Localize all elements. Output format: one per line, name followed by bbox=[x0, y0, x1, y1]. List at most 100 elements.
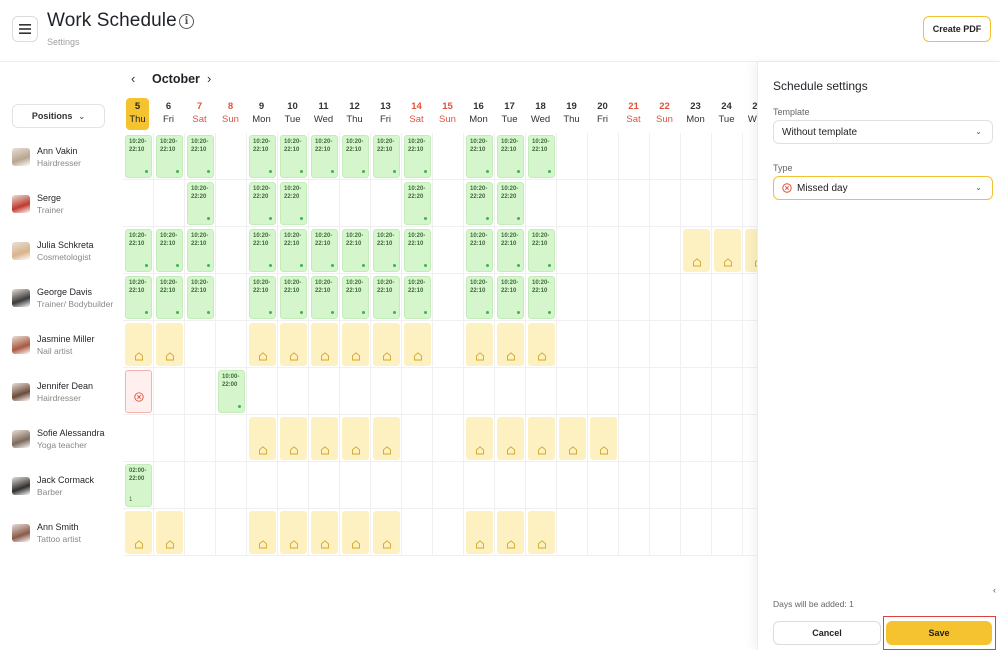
type-select[interactable]: Missed day ⌄ bbox=[773, 176, 993, 200]
day-off-cell[interactable] bbox=[249, 511, 276, 554]
grid-cell[interactable] bbox=[340, 462, 371, 509]
grid-cell[interactable] bbox=[526, 415, 557, 462]
day-off-cell[interactable] bbox=[528, 511, 555, 554]
grid-cell[interactable] bbox=[588, 368, 619, 415]
grid-cell[interactable] bbox=[433, 227, 464, 274]
grid-cell[interactable] bbox=[371, 462, 402, 509]
shift-cell[interactable]: 10:20- 22:10 bbox=[249, 135, 276, 178]
grid-cell[interactable] bbox=[526, 180, 557, 227]
shift-cell[interactable]: 10:20- 22:10 bbox=[311, 229, 338, 272]
grid-cell[interactable] bbox=[743, 227, 757, 274]
grid-cell[interactable] bbox=[588, 133, 619, 180]
day-header[interactable]: 14 Sat bbox=[405, 98, 428, 130]
shift-cell[interactable]: 10:20- 22:10 bbox=[156, 135, 183, 178]
grid-cell[interactable] bbox=[402, 509, 433, 556]
grid-cell[interactable] bbox=[433, 180, 464, 227]
grid-cell[interactable] bbox=[433, 133, 464, 180]
shift-cell[interactable]: 10:20- 22:10 bbox=[125, 135, 152, 178]
grid-cell[interactable] bbox=[278, 415, 309, 462]
day-header[interactable]: 25 Wed bbox=[746, 98, 757, 130]
grid-cell[interactable] bbox=[340, 415, 371, 462]
save-button[interactable]: Save bbox=[886, 621, 992, 645]
day-off-cell[interactable] bbox=[466, 417, 493, 460]
grid-cell[interactable] bbox=[619, 321, 650, 368]
shift-cell[interactable]: 10:20- 22:10 bbox=[528, 276, 555, 319]
grid-cell[interactable] bbox=[185, 415, 216, 462]
grid-cell[interactable] bbox=[557, 368, 588, 415]
grid-cell[interactable] bbox=[340, 227, 371, 274]
day-header[interactable]: 8 Sun bbox=[219, 98, 242, 130]
grid-cell[interactable] bbox=[340, 321, 371, 368]
grid-cell[interactable] bbox=[402, 133, 433, 180]
grid-cell[interactable] bbox=[123, 227, 154, 274]
shift-cell[interactable]: 10:20- 22:10 bbox=[156, 229, 183, 272]
grid-cell[interactable] bbox=[278, 368, 309, 415]
grid-cell[interactable] bbox=[650, 321, 681, 368]
shift-cell[interactable]: 10:20- 22:10 bbox=[311, 135, 338, 178]
grid-cell[interactable] bbox=[526, 227, 557, 274]
grid-cell[interactable] bbox=[185, 180, 216, 227]
grid-cell[interactable] bbox=[216, 462, 247, 509]
grid-cell[interactable] bbox=[681, 509, 712, 556]
day-header[interactable]: 6 Fri bbox=[157, 98, 180, 130]
shift-cell[interactable]: 10:20- 22:10 bbox=[187, 135, 214, 178]
grid-cell[interactable] bbox=[340, 180, 371, 227]
grid-cell[interactable] bbox=[123, 415, 154, 462]
grid-cell[interactable] bbox=[371, 509, 402, 556]
grid-cell[interactable] bbox=[464, 368, 495, 415]
grid-cell[interactable] bbox=[371, 274, 402, 321]
day-off-cell[interactable] bbox=[528, 417, 555, 460]
prev-month-button[interactable]: ‹ bbox=[131, 71, 136, 86]
grid-cell[interactable] bbox=[123, 462, 154, 509]
employee-row[interactable]: Ann Vakin Hairdresser bbox=[12, 133, 120, 180]
day-off-cell[interactable] bbox=[342, 323, 369, 366]
grid-cell[interactable] bbox=[681, 180, 712, 227]
grid-cell[interactable] bbox=[371, 415, 402, 462]
grid-cell[interactable] bbox=[402, 462, 433, 509]
day-off-cell[interactable] bbox=[373, 511, 400, 554]
grid-cell[interactable] bbox=[712, 133, 743, 180]
grid-cell[interactable] bbox=[247, 274, 278, 321]
grid-cell[interactable] bbox=[216, 274, 247, 321]
day-off-cell[interactable] bbox=[342, 417, 369, 460]
grid-cell[interactable] bbox=[681, 133, 712, 180]
grid-cell[interactable] bbox=[495, 415, 526, 462]
grid-cell[interactable] bbox=[557, 415, 588, 462]
grid-cell[interactable] bbox=[154, 415, 185, 462]
grid-cell[interactable] bbox=[123, 509, 154, 556]
day-header[interactable]: 21 Sat bbox=[622, 98, 645, 130]
grid-cell[interactable] bbox=[371, 321, 402, 368]
grid-cell[interactable] bbox=[185, 274, 216, 321]
grid-cell[interactable] bbox=[402, 415, 433, 462]
grid-cell[interactable] bbox=[433, 415, 464, 462]
grid-cell[interactable] bbox=[154, 321, 185, 368]
grid-cell[interactable] bbox=[185, 133, 216, 180]
day-header[interactable]: 10 Tue bbox=[281, 98, 304, 130]
grid-cell[interactable] bbox=[495, 274, 526, 321]
grid-cell[interactable] bbox=[216, 415, 247, 462]
grid-cell[interactable] bbox=[650, 415, 681, 462]
day-header[interactable]: 5 Thu bbox=[126, 98, 149, 130]
grid-cell[interactable] bbox=[402, 321, 433, 368]
grid-cell[interactable] bbox=[154, 227, 185, 274]
shift-cell[interactable]: 10:20- 22:20 bbox=[187, 182, 214, 225]
grid-cell[interactable] bbox=[650, 509, 681, 556]
day-off-cell[interactable] bbox=[249, 417, 276, 460]
grid-cell[interactable] bbox=[619, 368, 650, 415]
grid-cell[interactable] bbox=[619, 133, 650, 180]
next-month-button[interactable]: › bbox=[207, 71, 212, 86]
employee-row[interactable]: Julia Schkreta Cosmetologist bbox=[12, 227, 120, 274]
grid-cell[interactable] bbox=[278, 274, 309, 321]
shift-cell[interactable]: 10:20- 22:10 bbox=[373, 276, 400, 319]
grid-cell[interactable] bbox=[588, 509, 619, 556]
shift-cell[interactable]: 10:20- 22:10 bbox=[156, 276, 183, 319]
employee-row[interactable]: Ann Smith Tattoo artist bbox=[12, 509, 120, 556]
grid-cell[interactable] bbox=[712, 368, 743, 415]
shift-cell[interactable]: 10:20- 22:10 bbox=[497, 229, 524, 272]
grid-cell[interactable] bbox=[309, 509, 340, 556]
grid-cell[interactable] bbox=[588, 274, 619, 321]
grid-cell[interactable] bbox=[495, 180, 526, 227]
grid-cell[interactable] bbox=[402, 368, 433, 415]
day-off-cell[interactable] bbox=[156, 511, 183, 554]
shift-cell[interactable]: 10:20- 22:10 bbox=[187, 276, 214, 319]
